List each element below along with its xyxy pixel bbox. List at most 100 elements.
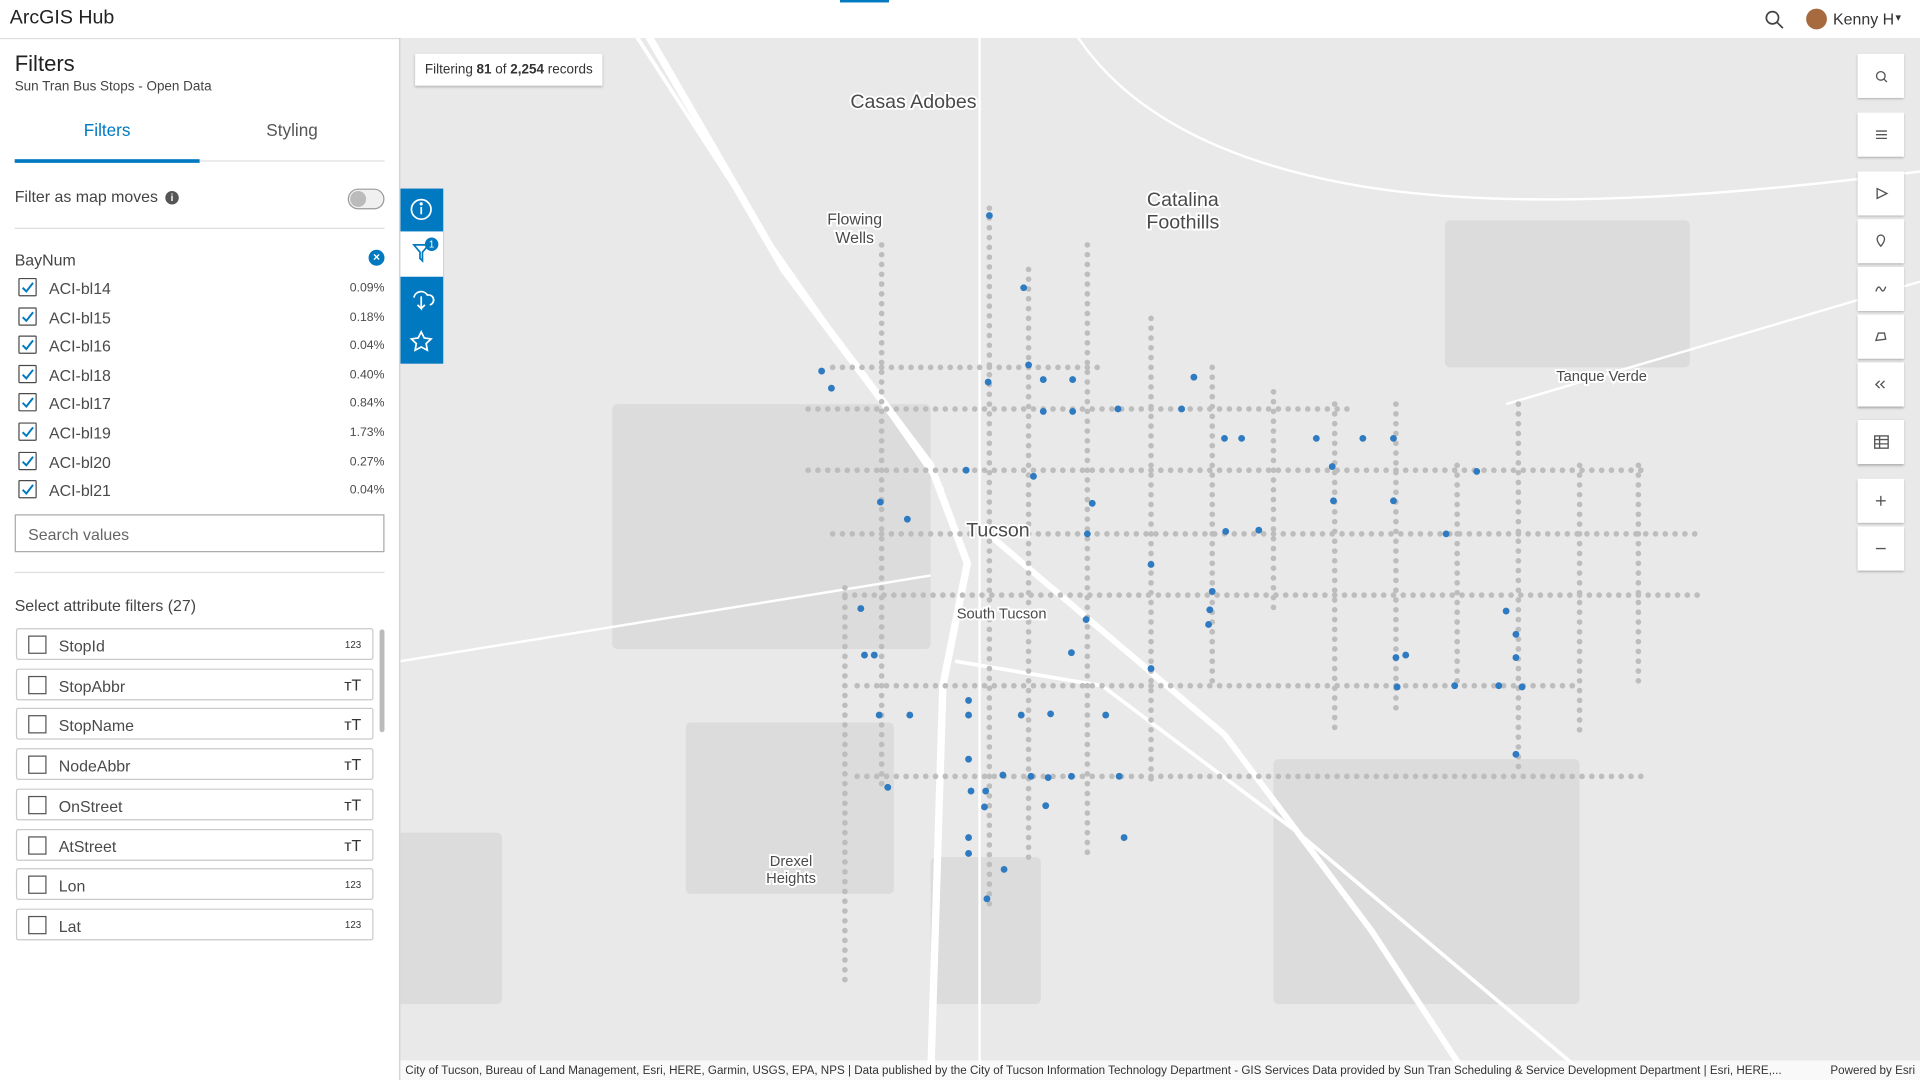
checkbox[interactable] xyxy=(18,364,37,384)
stop xyxy=(815,406,821,412)
stop xyxy=(1020,406,1027,412)
stop xyxy=(1515,665,1522,672)
tool-button[interactable] xyxy=(1857,526,1905,571)
checkbox[interactable] xyxy=(28,675,47,694)
checkbox[interactable] xyxy=(28,795,47,815)
checkbox[interactable] xyxy=(18,480,37,499)
checkbox[interactable] xyxy=(28,835,47,855)
checkbox[interactable] xyxy=(28,875,47,895)
stop xyxy=(1410,592,1416,598)
stop xyxy=(878,261,885,268)
stop xyxy=(1050,467,1056,474)
stop xyxy=(1373,682,1380,689)
value-row[interactable]: ACI-bl17 0.84% xyxy=(15,391,385,418)
value-row[interactable]: ACI-bl16 0.04% xyxy=(15,333,385,360)
stop xyxy=(1576,570,1583,576)
user-name[interactable]: Kenny H xyxy=(1833,9,1895,29)
filtered-stop xyxy=(1502,607,1510,615)
attr-row[interactable]: OnStreet ᴛT xyxy=(15,788,374,821)
attr-row[interactable]: Lat 123 xyxy=(15,908,374,941)
checkbox[interactable] xyxy=(28,635,47,654)
stop xyxy=(1510,773,1517,780)
stop xyxy=(1363,773,1370,780)
stop xyxy=(842,663,848,669)
checkbox[interactable] xyxy=(18,393,37,412)
tool-button[interactable] xyxy=(1857,219,1905,264)
attr-row[interactable]: StopName ᴛT xyxy=(15,708,374,741)
checkbox[interactable] xyxy=(18,306,37,326)
toggle[interactable] xyxy=(347,188,385,210)
checkbox[interactable] xyxy=(28,915,47,935)
filtered-stop xyxy=(1221,434,1228,442)
stop xyxy=(1197,406,1203,412)
stop xyxy=(859,531,865,537)
stop xyxy=(1589,773,1595,780)
scrollbar[interactable] xyxy=(379,629,385,733)
value-row[interactable]: ACI-bl15 0.18% xyxy=(15,304,385,331)
tool-button[interactable] xyxy=(1857,112,1905,157)
filtered-stop xyxy=(870,651,878,659)
checkbox[interactable] xyxy=(28,755,47,774)
checkbox[interactable] xyxy=(18,422,37,441)
toolbar-icons[interactable] xyxy=(400,189,444,364)
avatar[interactable] xyxy=(1806,8,1827,30)
search-input[interactable]: Search values xyxy=(14,514,385,553)
stop xyxy=(878,271,885,278)
map[interactable]: Casas Adobes Flowing Wells Catalina Foothill… xyxy=(400,37,1920,1080)
land-area xyxy=(1444,220,1690,368)
stop xyxy=(1442,467,1448,474)
stop xyxy=(1265,467,1272,474)
tool-button[interactable] xyxy=(1857,314,1905,359)
tab[interactable]: Styling xyxy=(266,120,318,140)
stop xyxy=(878,330,885,336)
clear-button[interactable]: × xyxy=(368,249,385,266)
tab[interactable]: Filters xyxy=(83,120,131,140)
stop xyxy=(1255,406,1262,412)
tool-button[interactable] xyxy=(1857,266,1905,312)
tool-button[interactable] xyxy=(1857,171,1905,216)
stop xyxy=(1260,531,1267,537)
tool-button[interactable] xyxy=(1857,478,1905,523)
stop xyxy=(952,682,958,689)
tool-button[interactable] xyxy=(1857,362,1905,407)
checkbox[interactable] xyxy=(18,277,37,297)
tool-button[interactable] xyxy=(1857,53,1905,98)
field-name: BayNum xyxy=(14,251,76,270)
stop xyxy=(1559,682,1566,689)
attr-row[interactable]: StopAbbr ᴛT xyxy=(15,668,374,701)
stop xyxy=(1226,467,1233,474)
search-icon[interactable] xyxy=(1764,10,1784,30)
filtered-stop xyxy=(875,711,883,719)
stop xyxy=(986,842,993,848)
stop xyxy=(903,682,909,689)
attr-row[interactable]: StopId 123 xyxy=(15,628,374,661)
stop xyxy=(1216,682,1223,689)
value-row[interactable]: ACI-bl18 0.40% xyxy=(15,362,385,389)
value-row[interactable]: ACI-bl14 0.09% xyxy=(15,276,385,303)
stop xyxy=(1461,467,1468,474)
stop xyxy=(1089,467,1096,474)
stop xyxy=(1481,682,1487,689)
stop xyxy=(829,531,836,537)
attr-row[interactable]: NodeAbbr ᴛT xyxy=(15,748,374,781)
stop xyxy=(1084,467,1091,474)
value-row[interactable]: ACI-bl19 1.73% xyxy=(15,420,385,447)
attr-row[interactable]: Lon 123 xyxy=(15,868,374,901)
checkbox[interactable] xyxy=(28,715,47,734)
info-icon[interactable]: i xyxy=(165,191,179,205)
tool-button[interactable] xyxy=(1857,420,1905,465)
value-row[interactable]: ACI-bl21 0.04% xyxy=(15,478,385,505)
stop xyxy=(1109,773,1115,780)
app-title[interactable]: ArcGIS Hub xyxy=(9,7,115,29)
powered-by[interactable]: Powered by Esri xyxy=(1830,1064,1916,1078)
stop xyxy=(1079,773,1086,780)
checkbox[interactable] xyxy=(18,451,37,470)
stop xyxy=(1304,406,1311,412)
stop xyxy=(1331,597,1338,603)
attr-row[interactable]: AtStreet ᴛT xyxy=(15,828,374,861)
value-row[interactable]: ACI-bl20 0.27% xyxy=(15,449,385,476)
user-caret[interactable]: ▾ xyxy=(1895,11,1902,24)
stop xyxy=(1576,531,1583,537)
checkbox[interactable] xyxy=(18,335,37,355)
